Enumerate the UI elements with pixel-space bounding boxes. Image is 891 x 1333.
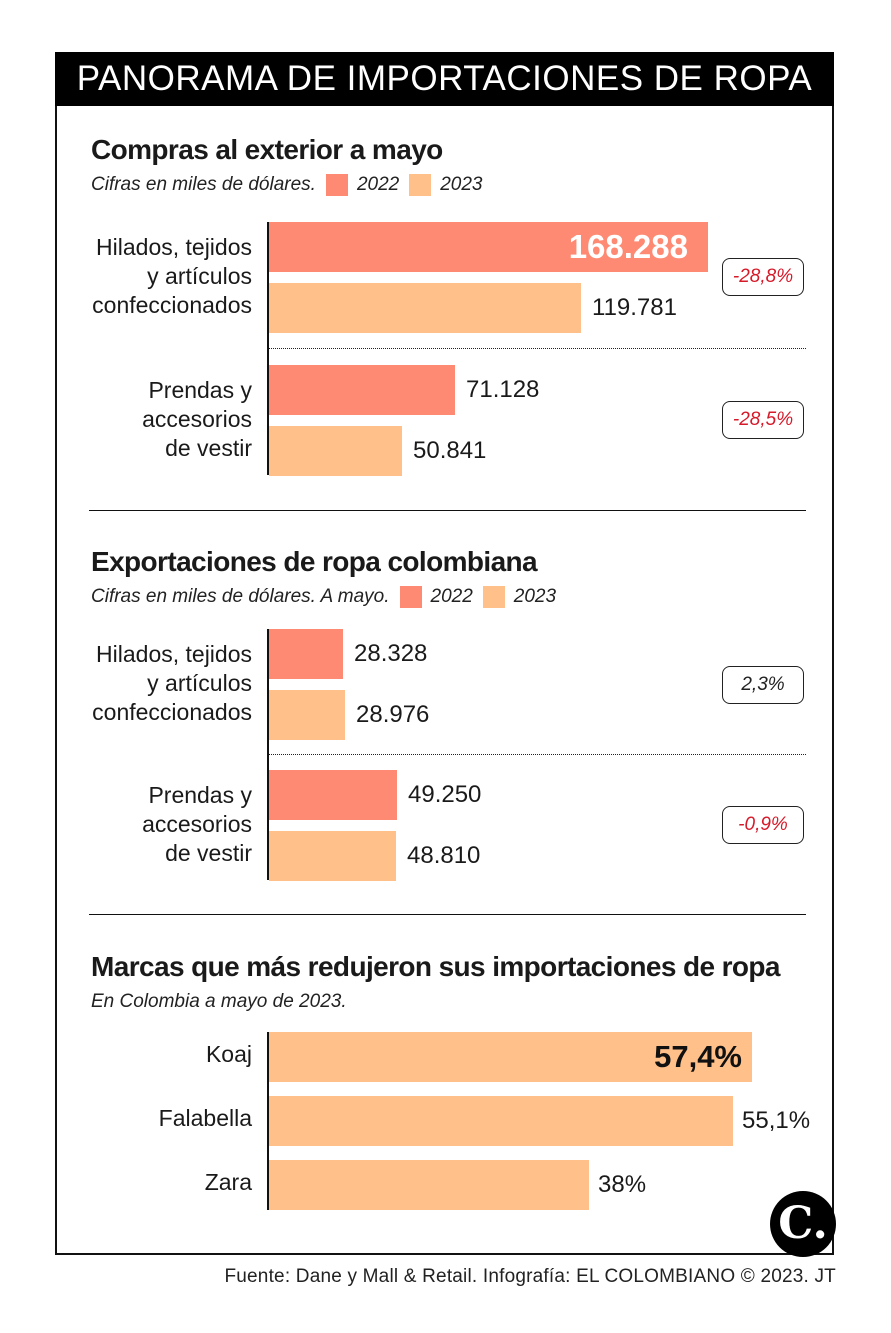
chart-subtitle: Cifras en miles de dólares. A mayo. 2022… [91, 586, 556, 608]
category-label: Zara [204, 1169, 252, 1195]
y-axis-line [267, 629, 269, 880]
chart-title: Marcas que más redujeron sus importacion… [91, 951, 781, 982]
category-label: Hilados, tejidos y artículos confecciona… [92, 234, 252, 318]
y-axis-line [267, 222, 269, 475]
data-label: 55,1% [742, 1107, 811, 1134]
bar-falabella [269, 1096, 733, 1146]
data-label: 48.810 [407, 842, 481, 869]
chart-subtitle: En Colombia a mayo de 2023. [91, 991, 347, 1013]
subtitle-text: Cifras en miles de dólares. A mayo. [91, 586, 390, 607]
data-label: 28.976 [356, 701, 430, 728]
bar-2023-1 [269, 426, 402, 476]
legend-label-2023: 2023 [440, 174, 483, 195]
subtitle-text: Cifras en miles de dólares. [91, 174, 316, 195]
data-label: 50.841 [413, 437, 487, 464]
bar-2022-1 [269, 770, 397, 820]
chart-title: Compras al exterior a mayo [91, 134, 443, 165]
bar-2022-1 [269, 365, 455, 415]
data-label: 71.128 [466, 376, 540, 403]
data-label: 119.781 [592, 294, 677, 321]
legend-swatch-2023 [482, 586, 505, 608]
category-label: Koaj [205, 1041, 252, 1067]
section-divider [89, 510, 806, 511]
page-title: PANORAMA DE IMPORTACIONES DE ROPA [55, 52, 834, 106]
change-badge: -0,9% [722, 806, 804, 844]
chart-subtitle: Cifras en miles de dólares. 2022 2023 [91, 174, 483, 196]
source-credit: Fuente: Dane y Mall & Retail. Infografía… [224, 1266, 836, 1287]
data-label: 28.328 [354, 640, 428, 667]
data-label: 49.250 [408, 781, 482, 808]
data-label: 57,4% [654, 1039, 742, 1074]
bar-2022-0 [269, 629, 343, 679]
category-label: Falabella [158, 1105, 252, 1131]
legend-swatch-2022 [325, 174, 348, 196]
data-label: 38% [598, 1171, 647, 1198]
change-badge: -28,5% [722, 401, 804, 439]
legend-label-2023: 2023 [513, 586, 557, 607]
bar-zara [269, 1160, 589, 1210]
chart-title: Exportaciones de ropa colombiana [91, 546, 538, 577]
change-badge: -28,8% [722, 258, 804, 296]
legend-label-2022: 2022 [430, 586, 473, 607]
legend-swatch-2023 [409, 174, 432, 196]
legend-swatch-2022 [399, 586, 422, 608]
category-label: Hilados, tejidos y artículos confecciona… [92, 641, 252, 725]
bar-2023-0 [269, 283, 581, 333]
category-separator [269, 348, 806, 349]
subtitle-text: En Colombia a mayo de 2023. [91, 991, 347, 1012]
el-colombiano-logo: C. [770, 1191, 836, 1257]
section-divider [89, 914, 806, 915]
data-label: 168.288 [568, 228, 688, 265]
bar-2022-0 [269, 222, 708, 272]
category-label: Prendas y accesorios de vestir [142, 377, 252, 461]
category-separator [269, 754, 806, 755]
y-axis-line [267, 1032, 269, 1210]
category-label: Prendas y accesorios de vestir [142, 782, 252, 866]
bar-2023-0 [269, 690, 345, 740]
legend-label-2022: 2022 [356, 174, 400, 195]
change-badge: 2,3% [722, 666, 804, 704]
bar-koaj [269, 1032, 752, 1082]
bar-2023-1 [269, 831, 396, 881]
